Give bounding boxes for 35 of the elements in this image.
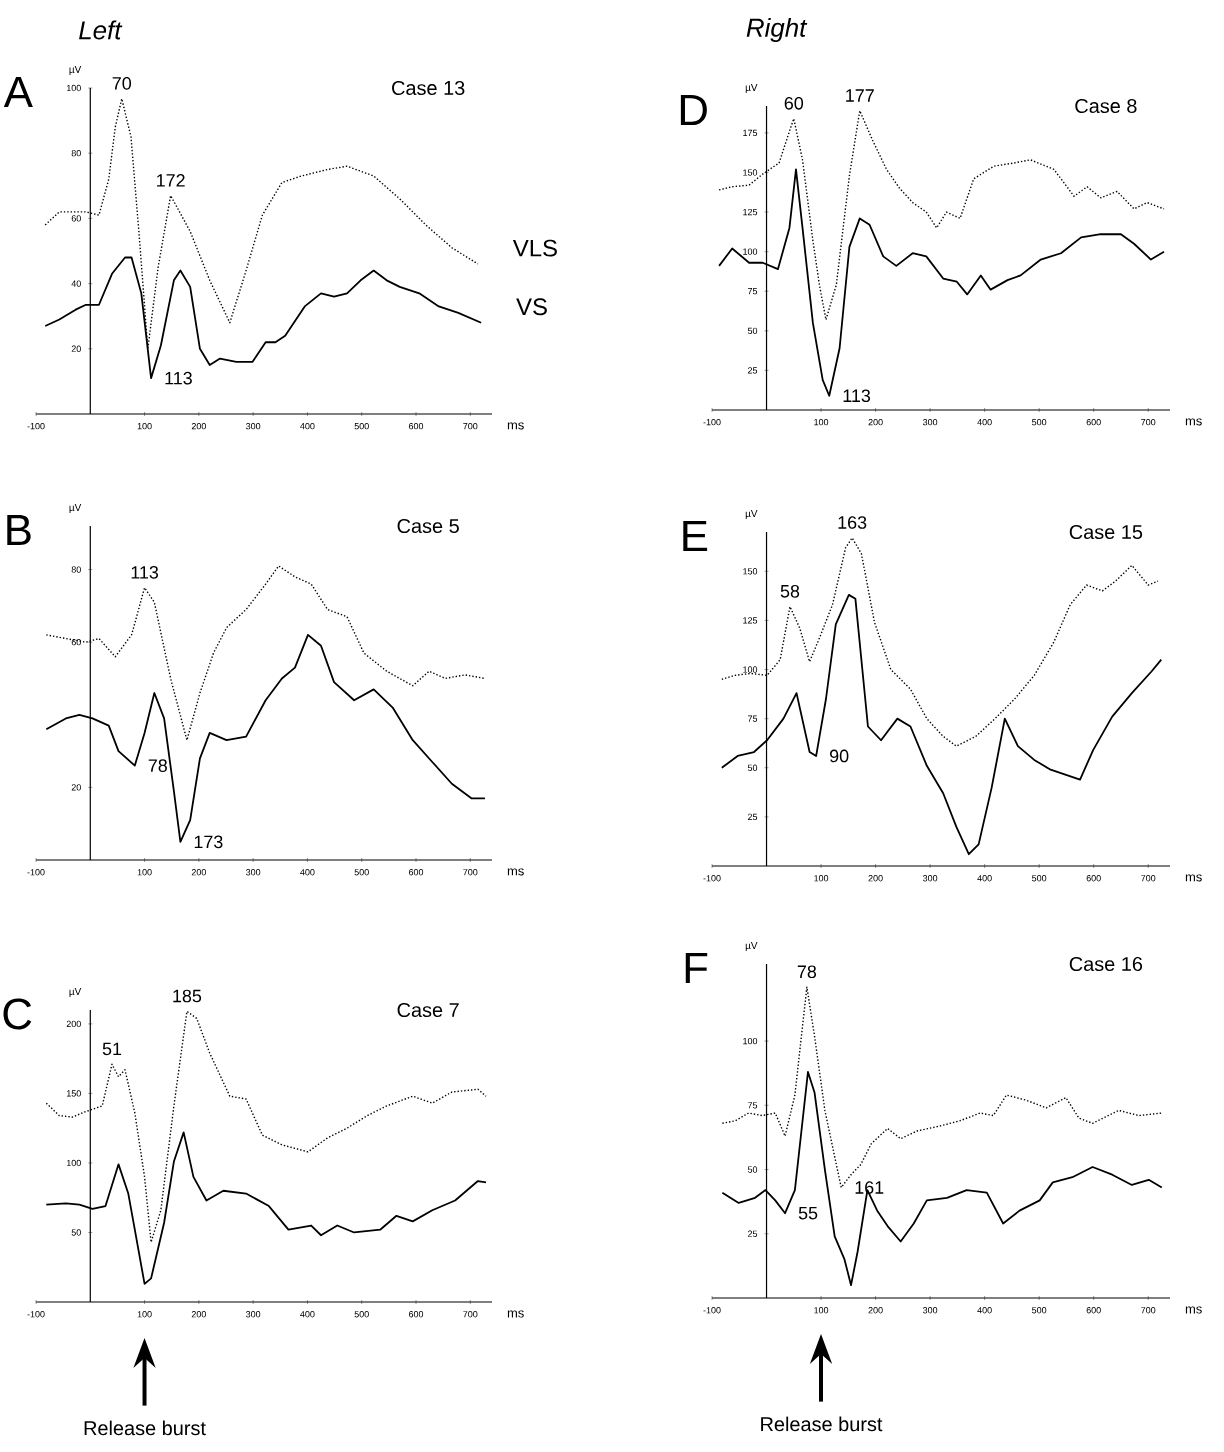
text: E <box>683 520 708 552</box>
text: Release burst <box>761 1416 883 1432</box>
annotation: 90 <box>830 749 849 763</box>
chart-title: Case 15 <box>1069 524 1143 540</box>
chart-title: Case 5 <box>397 518 459 534</box>
chart-title: Case 16 <box>1069 956 1143 972</box>
annotation: 55 <box>798 1206 818 1220</box>
text: F <box>685 952 708 984</box>
text: D <box>680 94 707 126</box>
text: A <box>3 76 33 108</box>
annotation: 177 <box>846 89 874 102</box>
annotation: 163 <box>838 516 867 529</box>
chart-title: Case 8 <box>1075 98 1137 114</box>
annotation: 173 <box>194 835 223 849</box>
text: Left <box>79 20 123 40</box>
annotation: 60 <box>784 96 804 110</box>
chart-title: Case 13 <box>392 80 465 96</box>
text: B <box>7 514 31 546</box>
text: C <box>3 998 32 1030</box>
text: Release burst <box>84 1420 206 1436</box>
annotation: 185 <box>173 989 202 1003</box>
annotation: 113 <box>165 371 192 385</box>
annotation: 70 <box>112 77 132 90</box>
chart-title: Case 7 <box>397 1002 459 1018</box>
text: Right <box>746 17 808 43</box>
annotation: 58 <box>780 584 800 598</box>
annotation: 51 <box>102 1042 122 1056</box>
series-label: VLS <box>512 239 557 257</box>
annotation: 78 <box>797 965 817 979</box>
annotation: 78 <box>148 759 167 772</box>
annotation: 172 <box>157 174 185 187</box>
annotation: 113 <box>843 389 871 403</box>
annotation: 113 <box>131 565 159 579</box>
series-label: VS <box>516 298 547 316</box>
annotation: 161 <box>855 1181 884 1194</box>
